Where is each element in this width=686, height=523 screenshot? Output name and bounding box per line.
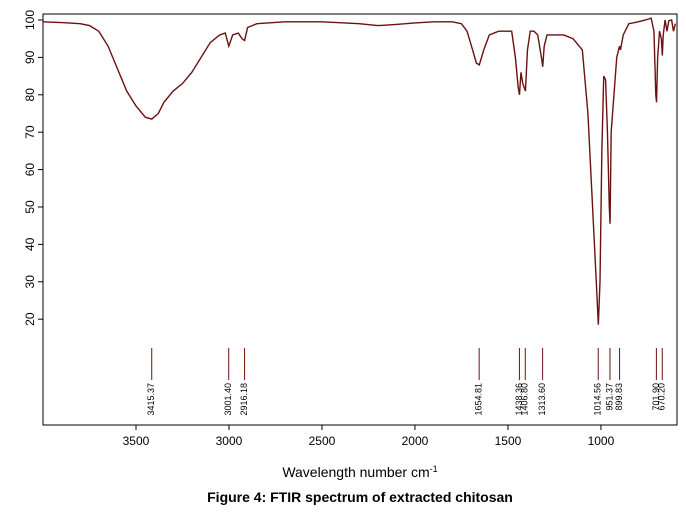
peak-label: 1313.60	[537, 383, 547, 416]
peak-label: 1654.81	[474, 383, 484, 416]
y-tick-label: 40	[23, 237, 37, 251]
x-axis-label: Wavelength number cm-1	[282, 464, 437, 480]
peak-label: 1406.80	[520, 383, 530, 416]
peak-label: 1438.36	[514, 383, 524, 416]
y-tick-label: 100	[23, 10, 37, 30]
y-tick-label: 70	[23, 125, 37, 139]
peak-label: 2916.18	[239, 383, 249, 416]
peak-label: 701.90	[651, 383, 661, 411]
y-tick-label: 80	[23, 88, 37, 102]
spectrum-line	[42, 17, 677, 325]
x-tick-label: 2000	[402, 434, 429, 448]
x-tick-label: 1000	[588, 434, 615, 448]
plot-frame	[42, 13, 678, 426]
y-tick-label: 50	[23, 200, 37, 214]
x-tick-label: 1500	[495, 434, 522, 448]
peak-label: 899.83	[614, 383, 624, 411]
x-tick-label: 2500	[309, 434, 336, 448]
peak-label: 1014.56	[593, 383, 603, 416]
x-tick-label: 3000	[216, 434, 243, 448]
x-tick-label: 3500	[123, 434, 150, 448]
peak-label: 3415.37	[146, 383, 156, 416]
peak-label: 670.20	[657, 383, 667, 411]
chart-title: Figure 4: FTIR spectrum of extracted chi…	[207, 489, 513, 505]
y-tick-label: 30	[23, 275, 37, 289]
y-tick-label: 20	[23, 312, 37, 326]
y-tick-label: 60	[23, 163, 37, 177]
peak-label: 951.37	[604, 383, 614, 411]
y-tick-label: 90	[23, 50, 37, 64]
peak-label: 3001.40	[223, 383, 233, 416]
